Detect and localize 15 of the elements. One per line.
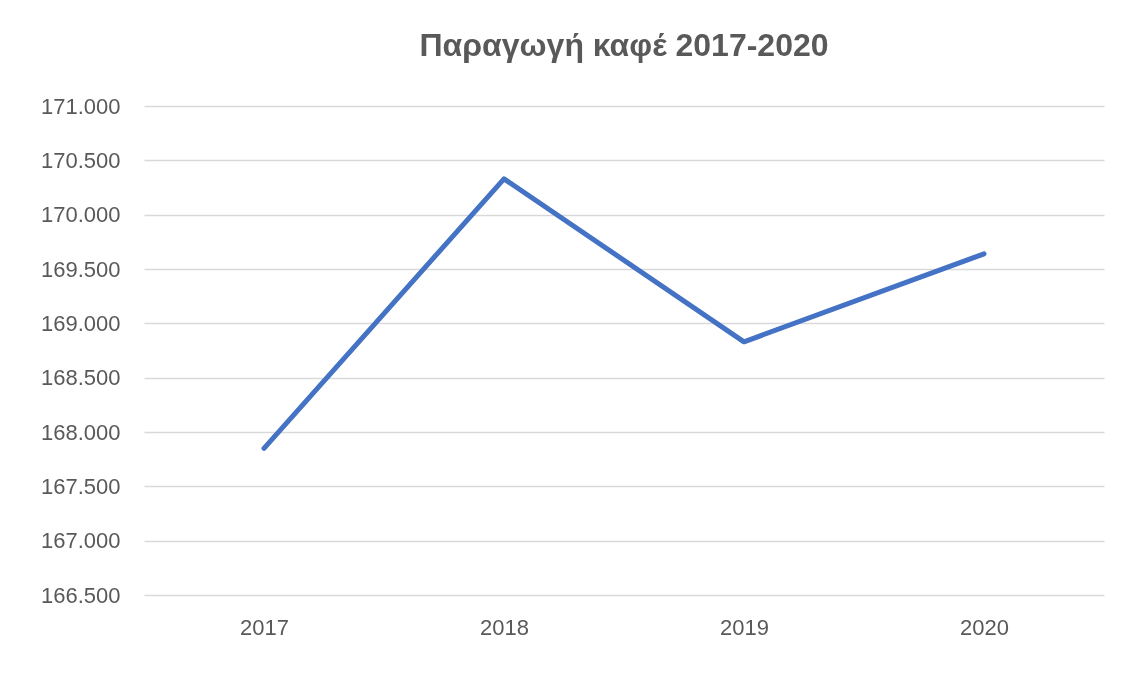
y-tick-label: 169.000 (40, 310, 121, 336)
y-tick-label: 167.000 (40, 528, 121, 554)
y-tick-label: 167.500 (40, 473, 121, 499)
x-tick-label: 2020 (960, 614, 1009, 640)
y-tick-label: 171.000 (40, 93, 121, 119)
y-tick-label: 168.000 (40, 419, 121, 445)
y-tick-label: 169.500 (40, 256, 121, 282)
x-tick-label: 2017 (240, 614, 289, 640)
x-tick-label: 2019 (720, 614, 769, 640)
y-tick-label: 170.000 (40, 202, 121, 228)
x-tick-label: 2018 (480, 614, 529, 640)
y-tick-label: 166.500 (40, 582, 121, 608)
y-tick-label: 168.500 (40, 365, 121, 391)
y-tick-label: 170.500 (40, 147, 121, 173)
chart-title: Παραγωγή καφέ 2017-2020 (419, 27, 829, 63)
